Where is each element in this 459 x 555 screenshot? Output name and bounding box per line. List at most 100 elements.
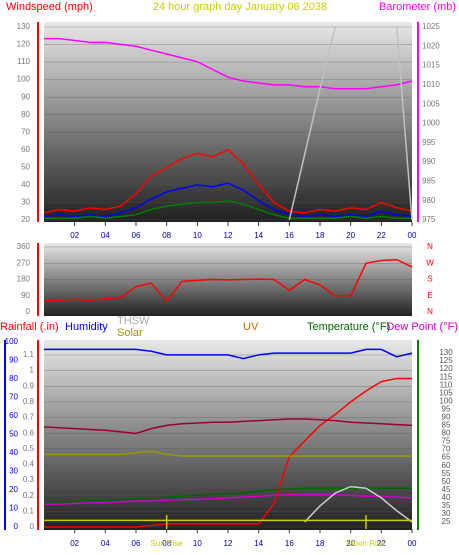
x-tick-label: 08	[162, 231, 171, 240]
series-line	[44, 199, 412, 219]
x-tick-label: 12	[224, 231, 233, 240]
y2-tick-label: 45	[442, 485, 451, 494]
y-tick-label: 50	[21, 162, 30, 171]
solar-label: Solar	[117, 327, 143, 339]
y-tick-label: 270	[17, 258, 31, 267]
y-tick-label: 0.9	[23, 381, 35, 390]
y2-tick-label: 1025	[422, 22, 440, 31]
x-tick-label: 04	[101, 539, 110, 548]
x-tick-label: 16	[285, 231, 294, 240]
y2-tick-label: 100	[439, 396, 453, 405]
y-tick-label: 0	[26, 307, 31, 316]
x-tick-label: 18	[316, 539, 325, 548]
x-tick-label: 08	[162, 539, 171, 548]
x-tick-label: 06	[132, 539, 141, 548]
series-line	[44, 37, 413, 90]
y2-tick-label: 120	[439, 364, 453, 373]
y-tick-label: 0.1	[23, 506, 35, 515]
x-tick-label: 14	[254, 539, 263, 548]
y2-tick-label: 125	[439, 356, 453, 365]
y3-label: Humidity	[65, 321, 108, 333]
y2-tick-label: 70	[442, 445, 451, 454]
y-tick-label: 360	[17, 242, 31, 251]
y-tick-label: 120	[17, 40, 31, 49]
y2-tick-label: 975	[422, 215, 436, 224]
y2-tick-label: 55	[442, 469, 451, 478]
y-tick-label: 60	[21, 145, 30, 154]
y-tick-label: 40	[21, 180, 30, 189]
y-tick-label: 0.5	[23, 444, 35, 453]
y-tick-label: 0	[30, 522, 35, 531]
x-tick-label: 22	[377, 231, 386, 240]
y-label: Windspeed (mph)	[6, 1, 93, 13]
y2-tick-label: 80	[442, 429, 451, 438]
y3-tick-label: 10	[9, 504, 18, 513]
x-tick-label: 00	[408, 539, 417, 548]
y-tick-label: 0.7	[23, 413, 35, 422]
annotation: Sun Rise	[150, 539, 183, 548]
series-line	[44, 377, 412, 528]
y2-tick-label: 95	[442, 404, 451, 413]
y2-tick-label: 1020	[422, 41, 440, 50]
y2-tick-label: N	[427, 307, 433, 316]
y-tick-label: 70	[21, 127, 30, 136]
dew-label: Dew Point (°F)	[386, 321, 458, 333]
x-tick-label: 00	[408, 231, 417, 240]
x-tick-label: 04	[101, 231, 110, 240]
y2-tick-label: 105	[439, 388, 453, 397]
y2-tick-label: 60	[442, 461, 451, 470]
y-tick-label: 100	[17, 75, 31, 84]
y3-tick-label: 40	[9, 448, 18, 457]
y-tick-label: 1	[30, 366, 35, 375]
series-line	[43, 148, 413, 214]
x-tick-label: 12	[224, 539, 233, 548]
x-tick-label: 10	[193, 231, 202, 240]
y2-label: Temperature (°F)	[307, 321, 390, 333]
y2-tick-label: 30	[442, 509, 451, 518]
y2-tick-label: N	[427, 242, 433, 251]
y3-tick-label: 50	[9, 430, 18, 439]
y-tick-label: 1.1	[23, 350, 35, 359]
y2-tick-label: 1000	[422, 119, 440, 128]
y-tick-label: 0.2	[23, 491, 35, 500]
series-line	[44, 348, 413, 360]
y2-tick-label: 90	[442, 412, 451, 421]
y-tick-label: 20	[21, 215, 30, 224]
y2-tick-label: 980	[422, 196, 436, 205]
x-tick-label: 02	[70, 231, 79, 240]
y2-tick-label: W	[426, 258, 434, 267]
y-tick-label: 0.6	[23, 428, 35, 437]
x-tick-label: 10	[193, 539, 202, 548]
y2-tick-label: 85	[442, 421, 451, 430]
y2-tick-label: 40	[442, 493, 451, 502]
thsw-label: THSW	[117, 315, 150, 327]
x-tick-label: 22	[377, 539, 386, 548]
title: 24 hour graph day January 06 2038	[153, 1, 327, 13]
x-tick-label: 20	[346, 231, 355, 240]
y3-tick-label: 30	[9, 467, 18, 476]
y3-tick-label: 20	[9, 485, 18, 494]
y2-tick-label: 130	[439, 348, 453, 357]
y-tick-label: 110	[17, 57, 30, 66]
y2-tick-label: E	[427, 291, 432, 300]
y2-tick-label: 75	[442, 437, 451, 446]
series-line	[43, 418, 413, 435]
panel-temperature	[44, 340, 412, 530]
y2-tick-label: 115	[440, 372, 453, 381]
y2-tick-label: 1005	[422, 99, 440, 108]
y2-tick-label: 65	[442, 453, 451, 462]
x-tick-label: 20	[346, 539, 355, 548]
y-tick-label: 0.8	[23, 397, 35, 406]
y2-label: Barometer (mb)	[379, 1, 456, 13]
series-line	[43, 487, 412, 504]
x-tick-label: 06	[132, 231, 141, 240]
uv-label: UV	[243, 321, 259, 333]
y3-tick-label: 60	[9, 411, 18, 420]
series-line	[44, 493, 413, 506]
x-tick-label: 18	[316, 231, 325, 240]
y-tick-label: 130	[17, 22, 31, 31]
series-line	[304, 485, 413, 523]
y3-tick-label: 0	[14, 522, 19, 531]
y2-tick-label: 35	[442, 501, 451, 510]
